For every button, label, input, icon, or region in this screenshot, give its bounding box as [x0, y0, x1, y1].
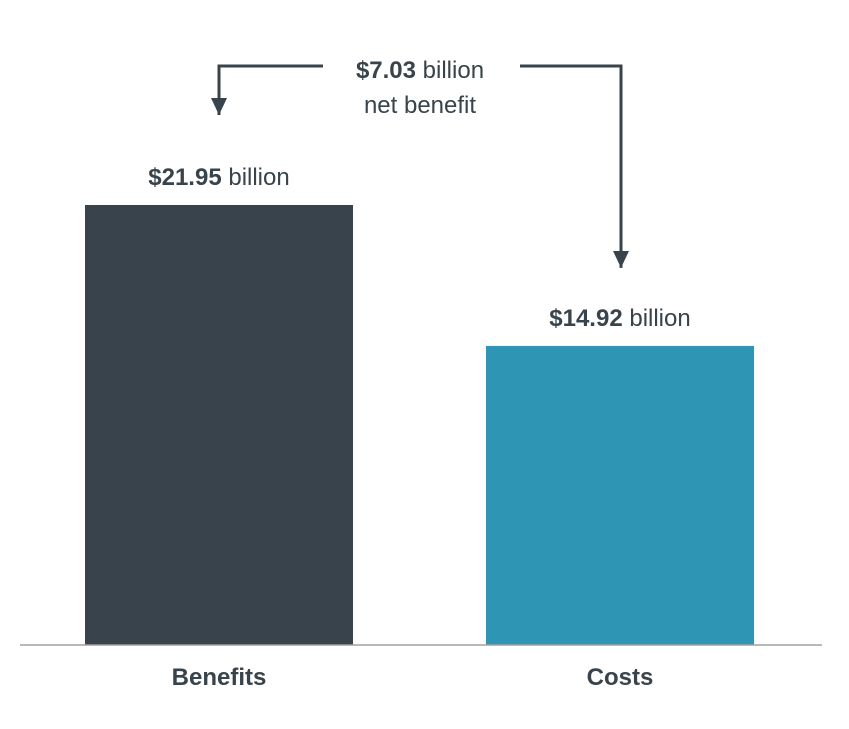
annotation-unit: billion	[416, 57, 484, 84]
arrow-to-costs	[520, 64, 629, 268]
annotation-line-1: $7.03 billion	[356, 57, 484, 84]
value-label-unit: billion	[623, 305, 691, 332]
value-label-amount: $21.95	[148, 164, 221, 191]
value-label-amount: $14.92	[549, 305, 622, 332]
annotation-line-2: net benefit	[364, 92, 476, 119]
bars-layer	[85, 205, 754, 645]
value-label-unit: billion	[222, 164, 290, 191]
value-label-costs: $14.92 billion	[549, 305, 690, 332]
value-label-benefits: $21.95 billion	[148, 164, 289, 191]
annotation-amount: $7.03	[356, 57, 416, 84]
bar-benefits	[85, 205, 353, 645]
net-benefit-annotation: $7.03 billion net benefit	[211, 57, 629, 268]
category-label-benefits: Benefits	[172, 664, 267, 691]
bar-costs	[486, 345, 754, 645]
category-label-costs: Costs	[587, 664, 654, 691]
labels-layer: $21.95 billion Benefits $14.92 billion Cost…	[148, 164, 690, 691]
arrow-to-benefits	[211, 64, 323, 115]
